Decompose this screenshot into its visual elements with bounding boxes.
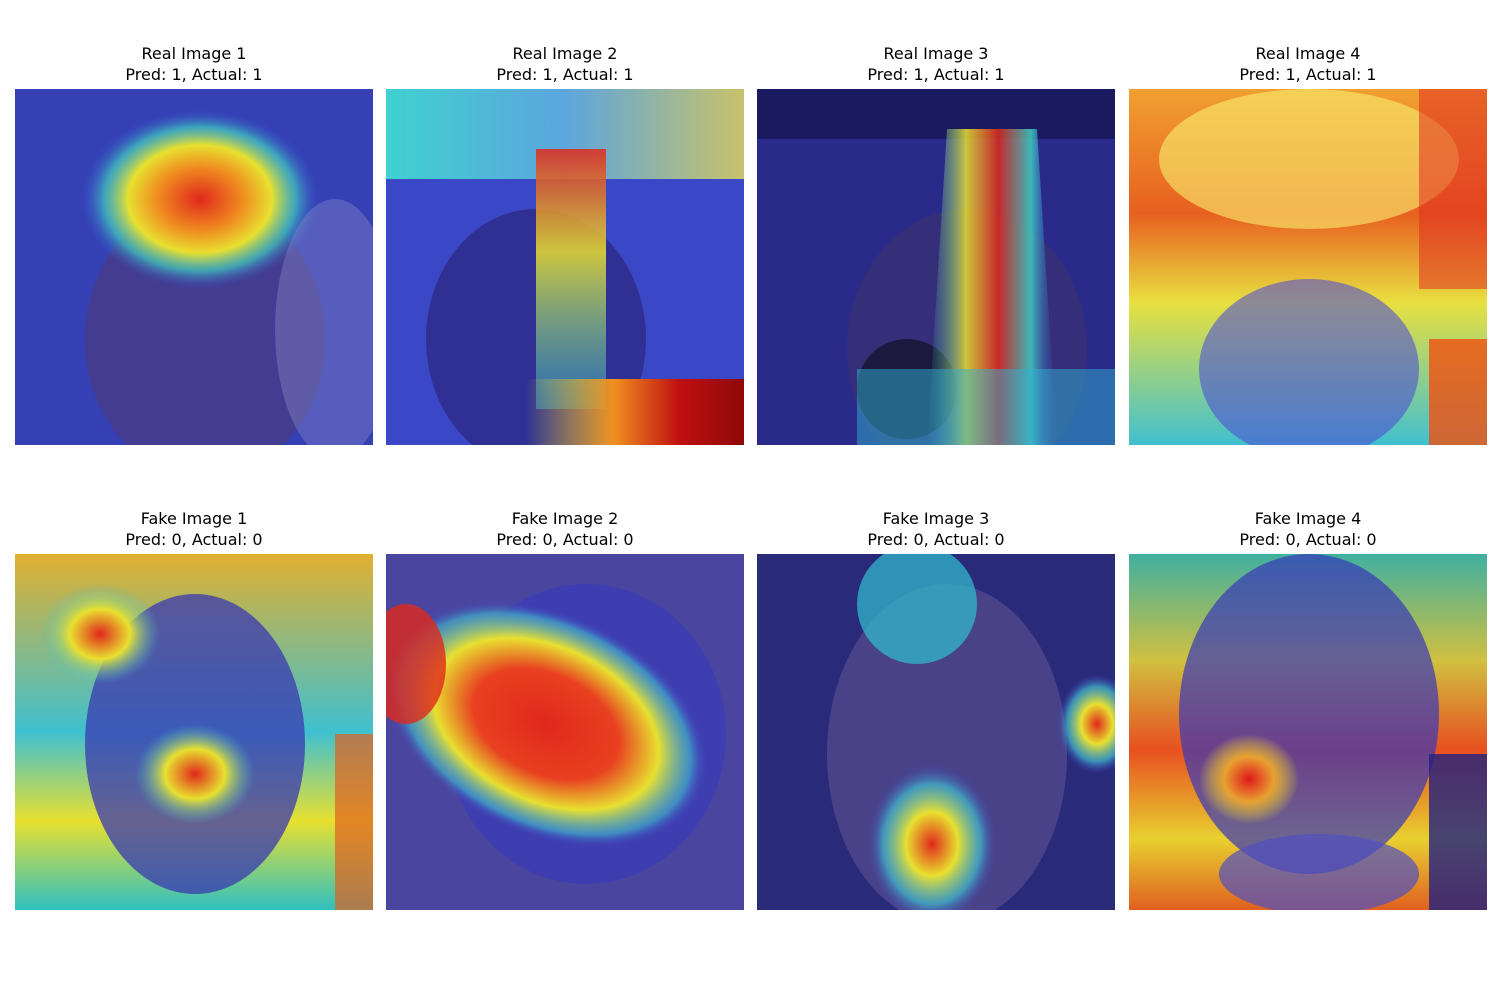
heatmap-image (386, 89, 744, 445)
panel-fake-2: Fake Image 2 Pred: 0, Actual: 0 (386, 508, 744, 910)
heatmap-image (757, 89, 1115, 445)
panel-title: Real Image 1 (141, 44, 247, 63)
panel-fake-1: Fake Image 1 Pred: 0, Actual: 0 (15, 508, 373, 910)
panel-caption: Pred: 0, Actual: 0 (125, 530, 263, 549)
panel-caption: Pred: 1, Actual: 1 (1239, 65, 1377, 84)
panel-title: Fake Image 1 (140, 509, 248, 528)
heatmap-image (1129, 89, 1487, 445)
panel-fake-4: Fake Image 4 Pred: 0, Actual: 0 (1129, 508, 1487, 910)
panel-title: Real Image 4 (1255, 44, 1361, 63)
panel-title: Real Image 2 (512, 44, 618, 63)
panel-title: Fake Image 4 (1254, 509, 1362, 528)
panel-title: Real Image 3 (883, 44, 989, 63)
panel-real-1: Real Image 1 Pred: 1, Actual: 1 (15, 43, 373, 445)
heatmap-image (757, 554, 1115, 910)
panel-real-2: Real Image 2 Pred: 1, Actual: 1 (386, 43, 744, 445)
panel-real-3: Real Image 3 Pred: 1, Actual: 1 (757, 43, 1115, 445)
heatmap-image (15, 89, 373, 445)
heatmap-image (386, 554, 744, 910)
panel-caption: Pred: 1, Actual: 1 (867, 65, 1005, 84)
heatmap-image (15, 554, 373, 910)
heatmap-image (1129, 554, 1487, 910)
panel-caption: Pred: 0, Actual: 0 (496, 530, 634, 549)
panel-title: Fake Image 2 (511, 509, 619, 528)
panel-title: Fake Image 3 (882, 509, 990, 528)
panel-caption: Pred: 1, Actual: 1 (496, 65, 634, 84)
panel-caption: Pred: 0, Actual: 0 (1239, 530, 1377, 549)
panel-fake-3: Fake Image 3 Pred: 0, Actual: 0 (757, 508, 1115, 910)
panel-caption: Pred: 0, Actual: 0 (867, 530, 1005, 549)
panel-caption: Pred: 1, Actual: 1 (125, 65, 263, 84)
panel-real-4: Real Image 4 Pred: 1, Actual: 1 (1129, 43, 1487, 445)
